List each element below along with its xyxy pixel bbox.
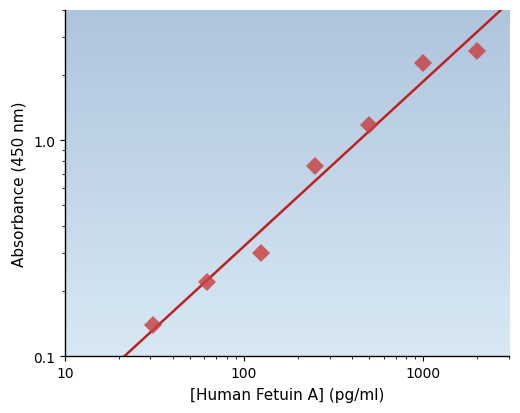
X-axis label: [Human Fetuin A] (pg/ml): [Human Fetuin A] (pg/ml) bbox=[190, 387, 384, 402]
Y-axis label: Absorbance (450 nm): Absorbance (450 nm) bbox=[11, 101, 26, 266]
